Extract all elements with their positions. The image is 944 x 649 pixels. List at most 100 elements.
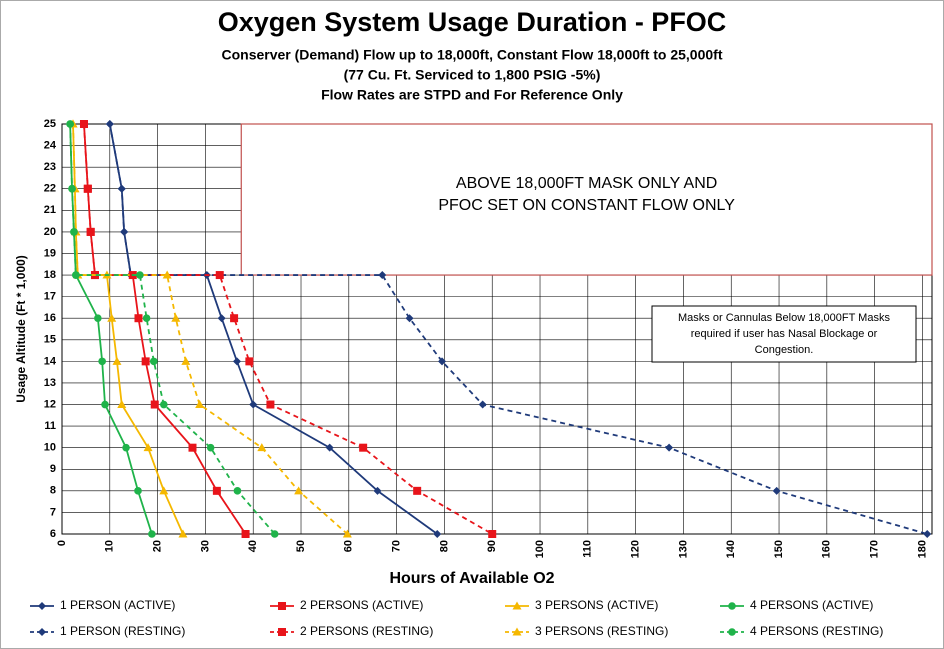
marker [249,400,258,409]
y-tick-label: 7 [50,506,56,518]
marker [117,184,126,193]
marker [72,271,80,279]
marker [278,602,286,610]
marker [241,530,250,538]
marker [405,314,414,323]
x-tick-label: 140 [725,540,737,558]
legend-label: 1 PERSON (ACTIVE) [60,598,175,612]
subtitle: Conserver (Demand) Flow up to 18,000ft, … [222,47,723,63]
marker [245,357,254,366]
marker [212,486,221,495]
marker [122,443,130,452]
marker [105,120,114,128]
annotation-box [651,305,917,363]
marker [86,227,95,236]
marker [512,627,522,636]
annotation: ABOVE 18,000FT MASK ONLY AND [456,175,717,192]
x-tick-label: 30 [199,540,211,552]
y-tick-label: 15 [44,334,56,346]
annotation: Masks or Cannulas Below 18,000FT Masks [678,312,890,324]
x-tick-label: 40 [247,540,259,552]
marker [98,357,106,366]
marker [257,443,267,452]
marker [150,400,159,409]
marker [136,271,144,279]
x-tick-label: 20 [152,540,164,552]
y-tick-label: 10 [44,442,56,454]
marker [433,530,442,538]
marker [378,271,387,280]
legend-label: 1 PERSON (RESTING) [60,624,185,638]
marker [270,530,279,538]
marker [512,601,522,610]
marker [120,227,129,236]
x-tick-label: 50 [295,540,307,552]
marker [217,314,226,323]
marker [325,443,334,452]
x-tick-label: 70 [391,540,403,552]
marker [141,357,150,366]
y-tick-label: 20 [44,226,56,238]
x-tick-label: 130 [677,540,689,558]
marker [66,120,74,128]
x-tick-label: 120 [630,540,642,558]
y-tick-label: 13 [44,377,56,389]
marker [134,314,143,323]
marker [112,356,122,365]
y-tick-label: 6 [50,528,56,540]
marker [923,530,932,538]
x-tick-label: 0 [56,540,68,546]
x-tick-label: 90 [486,540,498,552]
x-tick-label: 10 [104,540,116,552]
marker [38,602,46,610]
legend-label: 3 PERSONS (RESTING) [535,624,668,638]
y-tick-label: 18 [44,269,56,281]
marker [206,443,215,452]
marker [38,628,46,636]
chart-title: Oxygen System Usage Duration - PFOC [218,7,727,37]
marker [79,120,88,128]
marker [728,602,736,610]
y-tick-label: 17 [44,291,56,303]
y-tick-label: 9 [50,463,56,475]
marker [70,228,78,236]
x-tick-label: 160 [821,540,833,558]
subtitle: Flow Rates are STPD and For Reference On… [321,87,623,103]
marker [195,400,205,409]
marker [294,486,304,495]
annotation-box [240,123,933,276]
marker [160,400,168,409]
y-tick-label: 12 [44,398,56,410]
marker [232,357,241,366]
series-line [69,123,153,535]
marker [94,314,102,323]
y-tick-label: 21 [44,204,56,216]
marker [488,530,497,538]
marker [149,357,158,366]
marker [159,486,169,495]
marker [413,486,422,495]
series-line [69,123,276,535]
subtitle: (77 Cu. Ft. Serviced to 1,800 PSIG -5%) [344,67,601,83]
marker [117,400,127,409]
marker [278,628,286,636]
legend-label: 4 PERSONS (ACTIVE) [750,598,873,612]
marker [178,529,188,538]
marker [148,530,156,538]
marker [478,400,487,409]
annotation: PFOC SET ON CONSTANT FLOW ONLY [438,197,735,214]
y-tick-label: 8 [50,485,56,497]
marker [188,443,197,452]
marker [728,628,736,636]
marker [101,400,109,409]
legend-label: 4 PERSONS (RESTING) [750,624,883,638]
marker [342,529,352,538]
marker [230,314,239,323]
series-line [108,123,928,535]
marker [266,400,275,409]
marker [83,184,92,193]
series-line [83,123,493,535]
x-tick-label: 80 [438,540,450,552]
marker [142,314,151,323]
